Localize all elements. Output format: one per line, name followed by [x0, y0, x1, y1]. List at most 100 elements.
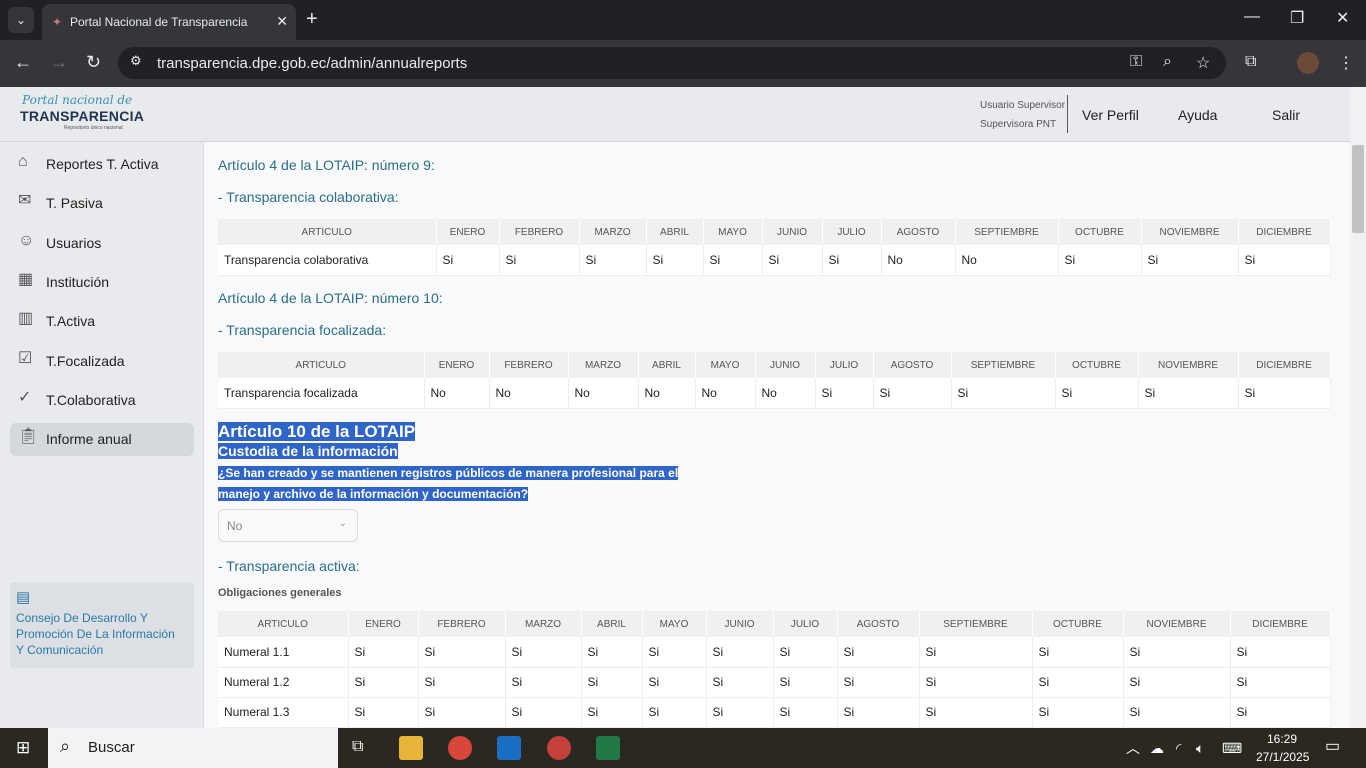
- column-header: OCTUBRE: [1032, 611, 1124, 637]
- cell-value: Si: [418, 637, 506, 668]
- clock-date[interactable]: 27/1/2025: [1256, 750, 1310, 764]
- cell-value: Si: [1230, 667, 1331, 698]
- sidebar-item-instituci-n[interactable]: ▦ Institución: [10, 266, 194, 299]
- browser-tab[interactable]: ✦ Portal Nacional de Transparencia ✕: [42, 4, 296, 40]
- cell-value: Si: [919, 637, 1033, 668]
- home-icon: ⌂: [18, 153, 28, 170]
- select-value: No: [227, 519, 243, 533]
- clock-time[interactable]: 16:29: [1267, 732, 1298, 746]
- scrollbar-thumb[interactable]: [1352, 145, 1364, 233]
- file-explorer-icon[interactable]: [399, 736, 423, 760]
- column-header: NOVIEMBRE: [1123, 611, 1231, 637]
- show-hidden-icons[interactable]: ︿: [1126, 740, 1140, 756]
- salir-link[interactable]: Salir: [1272, 107, 1301, 123]
- taskbar-search[interactable]: ⌕ Buscar: [48, 728, 338, 768]
- menu-icon[interactable]: ⋮: [1338, 55, 1354, 72]
- table-row: Transparencia colaborativa Si Si Si Si Si Si Si…: [218, 245, 1331, 276]
- chevron-down-icon: ⌄: [338, 518, 347, 529]
- task-view-icon[interactable]: ⧉: [352, 738, 364, 755]
- new-tab-button[interactable]: +: [306, 8, 318, 30]
- keyboard-icon[interactable]: ⌨: [1222, 740, 1243, 756]
- cell-value: Si: [642, 697, 707, 728]
- cell-value: Si: [436, 245, 500, 276]
- column-header: ABRIL: [638, 352, 696, 378]
- cell-value: Si: [1058, 245, 1142, 276]
- extensions-icon[interactable]: ⧉: [1245, 53, 1257, 70]
- close-tab-icon[interactable]: ✕: [276, 13, 288, 29]
- sidebar-item-t-colaborativa[interactable]: ✓ T.Colaborativa: [10, 384, 194, 417]
- star-icon[interactable]: ☆: [1196, 55, 1211, 72]
- building-icon: ▦: [18, 270, 34, 288]
- forward-button[interactable]: →: [50, 52, 68, 72]
- check-icon: ✓: [18, 388, 32, 406]
- notifications-icon[interactable]: ▭: [1325, 738, 1341, 755]
- excel-icon[interactable]: [596, 736, 620, 760]
- key-icon[interactable]: ⚿: [1130, 53, 1143, 70]
- site-info-icon[interactable]: ⚙: [130, 53, 142, 68]
- sidebar-item-t-activa[interactable]: ▥ T.Activa: [10, 305, 194, 338]
- logo-main[interactable]: TRANSPARENCIA: [20, 108, 145, 124]
- column-header: ARTICULO: [218, 611, 349, 637]
- cell-value: Si: [773, 637, 838, 668]
- cell-value: Si: [642, 637, 707, 668]
- volume-icon[interactable]: 🔈︎: [1196, 740, 1205, 756]
- search-label: Buscar: [88, 739, 135, 756]
- sidebar-item-t-focalizada[interactable]: ☑ T.Focalizada: [10, 345, 194, 378]
- art10-title: Artículo 10 de la LOTAIP: [218, 422, 416, 441]
- reload-button[interactable]: ↻: [86, 52, 102, 72]
- row-label: Numeral 1.2: [218, 667, 349, 698]
- restore-button[interactable]: ❐: [1290, 10, 1305, 27]
- chrome-active-icon[interactable]: [547, 736, 571, 760]
- institution-icon: ▤: [16, 589, 31, 606]
- ver-perfil-link[interactable]: Ver Perfil: [1082, 107, 1139, 123]
- sidebar-item-t-pasiva[interactable]: ✉ T. Pasiva: [10, 187, 194, 220]
- back-button[interactable]: ←: [14, 52, 32, 72]
- mail-check-icon: ✉: [18, 192, 32, 210]
- profile-avatar[interactable]: [1297, 52, 1319, 74]
- scrollbar[interactable]: [1350, 87, 1366, 728]
- cell-value: Si: [837, 697, 920, 728]
- column-header: JULIO: [773, 611, 838, 637]
- cell-value: Si: [762, 245, 823, 276]
- art10-question-2: manejo y archivo de la información y doc…: [218, 487, 529, 501]
- cell-value: Si: [703, 245, 763, 276]
- url-text[interactable]: transparencia.dpe.gob.ec/admin/annualrep…: [157, 55, 468, 72]
- checkbox-icon: ☑: [18, 349, 33, 367]
- zoom-icon[interactable]: ⌕: [1163, 53, 1172, 70]
- chrome-icon[interactable]: [448, 736, 472, 760]
- art10-subtitle: Custodia de la información: [218, 443, 398, 459]
- column-header: DICIEMBRE: [1238, 219, 1331, 245]
- sidebar-item-informe-anual[interactable]: 📋︎ Informe anual: [10, 423, 194, 457]
- clipboard-icon: 📋︎: [18, 428, 39, 446]
- table-focalizada: ARTICULO ENERO FEBRERO MARZO ABRIL MAYO JUNIO J…: [218, 352, 1331, 409]
- institution-box: ▤ Consejo De Desarrollo Y Promoción De L…: [10, 582, 194, 668]
- cell-value: Si: [1238, 378, 1331, 409]
- cell-value: Si: [951, 378, 1056, 409]
- cell-value: Si: [505, 637, 582, 668]
- column-header: JUNIO: [762, 219, 823, 245]
- column-header: AGOSTO: [881, 219, 956, 245]
- search-icon: ⌕: [60, 736, 71, 756]
- column-header: FEBRERO: [499, 219, 580, 245]
- column-header: MAYO: [695, 352, 756, 378]
- windows-start-icon[interactable]: ⊞: [16, 738, 31, 757]
- column-header: MAYO: [642, 611, 707, 637]
- cell-value: Si: [646, 245, 704, 276]
- art10-answer-select[interactable]: No ⌄: [218, 509, 358, 542]
- cell-value: Si: [773, 697, 838, 728]
- sidebar-item-usuarios[interactable]: ☺ Usuarios: [10, 227, 194, 260]
- wifi-icon[interactable]: ◜: [1176, 740, 1182, 756]
- minimize-button[interactable]: —: [1244, 8, 1260, 25]
- tab-search-button[interactable]: ⌄: [8, 7, 34, 33]
- bar-chart-icon: ▥: [18, 310, 34, 328]
- outlook-icon[interactable]: [497, 736, 521, 760]
- column-header: OCTUBRE: [1055, 352, 1139, 378]
- cell-value: Si: [1230, 697, 1331, 728]
- close-window-button[interactable]: ✕: [1336, 10, 1350, 27]
- cell-value: Si: [873, 378, 952, 409]
- cell-value: Si: [706, 637, 774, 668]
- omnibox[interactable]: [118, 47, 1226, 79]
- ayuda-link[interactable]: Ayuda: [1178, 107, 1218, 123]
- onedrive-icon[interactable]: ☁: [1150, 740, 1164, 756]
- sidebar-item-reportes-t-activa[interactable]: ⌂ Reportes T. Activa: [10, 148, 194, 181]
